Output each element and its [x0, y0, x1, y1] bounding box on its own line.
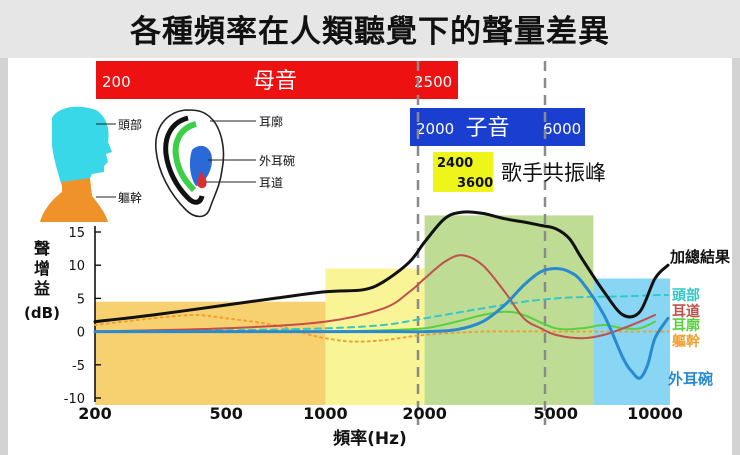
concha-figure [189, 145, 212, 186]
region-4 [593, 278, 670, 405]
formant-label: 歌手共振峰 [501, 161, 606, 185]
curve-加總結果 [93, 210, 670, 324]
pinna-inner-green [172, 121, 197, 193]
head-figure [52, 106, 112, 186]
concha-label: 外耳碗 [259, 153, 295, 168]
y-tick-label--5: -5 [72, 359, 85, 374]
region-1 [95, 301, 326, 405]
torso-label: 軀幹 [118, 190, 142, 205]
band-2-to: 6000 [543, 120, 581, 138]
band-2-label: 子音 [465, 116, 509, 141]
y-tick-label-15: 15 [68, 226, 85, 241]
singer-formant: 2400 3600 歌手共振峰 [433, 152, 606, 192]
y-axis-label-char-1: 聲 [34, 239, 50, 258]
pinna-rim [163, 115, 205, 205]
x-tick-label-2000: 2000 [402, 404, 447, 423]
series-label-加總結果: 加總結果 [669, 248, 731, 266]
curve-耳道 [94, 254, 656, 340]
page-title: 各種頻率在人類聽覺下的聲量差異 [130, 14, 610, 50]
curve-外耳碗 [93, 266, 670, 380]
left-edge-bar [0, 58, 8, 455]
x-tick-label-10000: 10000 [627, 404, 683, 423]
x-axis-label: 頻率(Hz) [332, 428, 407, 449]
series-label-耳廓: 耳廓 [672, 317, 700, 334]
y-axis-label-char-3: 益 [34, 279, 50, 298]
pinna-figure [155, 109, 225, 218]
curve-軀幹 [94, 313, 669, 343]
x-tick-label-5000: 5000 [534, 404, 579, 423]
gain-curves [93, 210, 670, 380]
canal-figure [197, 172, 207, 189]
band-2-from: 2000 [416, 120, 454, 138]
band-1 [96, 61, 458, 99]
axes: -10 -5 0 5 10 15 200 500 1000 2000 5000 10000 頻率(Hz)… [24, 226, 683, 449]
formant-box [433, 152, 493, 192]
title-band [0, 0, 740, 58]
series-label-外耳碗: 外耳碗 [667, 370, 713, 388]
series-label-耳道: 耳道 [672, 303, 700, 320]
y-axis-label-unit: (dB) [24, 304, 60, 322]
y-tick-label--10: -10 [64, 392, 85, 407]
formant-from: 2400 [437, 156, 473, 171]
band-1-label: 母音 [253, 69, 297, 94]
curve-頭部 [94, 294, 669, 333]
x-tick-label-200: 200 [78, 404, 111, 423]
right-edge-bar [732, 58, 740, 455]
y-tick-label-0: 0 [77, 326, 85, 341]
region-3 [424, 215, 594, 405]
y-tick-label-10: 10 [68, 259, 85, 274]
frequency-regions [95, 215, 670, 405]
formant-to: 3600 [457, 176, 493, 191]
band-1-from: 200 [102, 73, 131, 91]
speech-bands: 200 2500 母音 2000 6000 子音 [96, 61, 585, 425]
anatomy-figures [40, 106, 225, 222]
y-tick-label-5: 5 [77, 292, 85, 307]
band-1-to: 2500 [414, 73, 452, 91]
torso-figure [40, 178, 108, 222]
canal-label: 耳道 [259, 176, 283, 190]
series-label-軀幹: 軀幹 [671, 333, 701, 350]
head-label: 頭部 [118, 117, 142, 132]
y-axis-label-char-2: 增 [34, 259, 50, 278]
series-label-頭部: 頭部 [672, 287, 700, 304]
x-tick-label-500: 500 [209, 404, 242, 423]
band-2 [410, 108, 585, 146]
x-tick-label-1000: 1000 [303, 404, 348, 423]
pinna-label: 耳廓 [259, 114, 283, 129]
